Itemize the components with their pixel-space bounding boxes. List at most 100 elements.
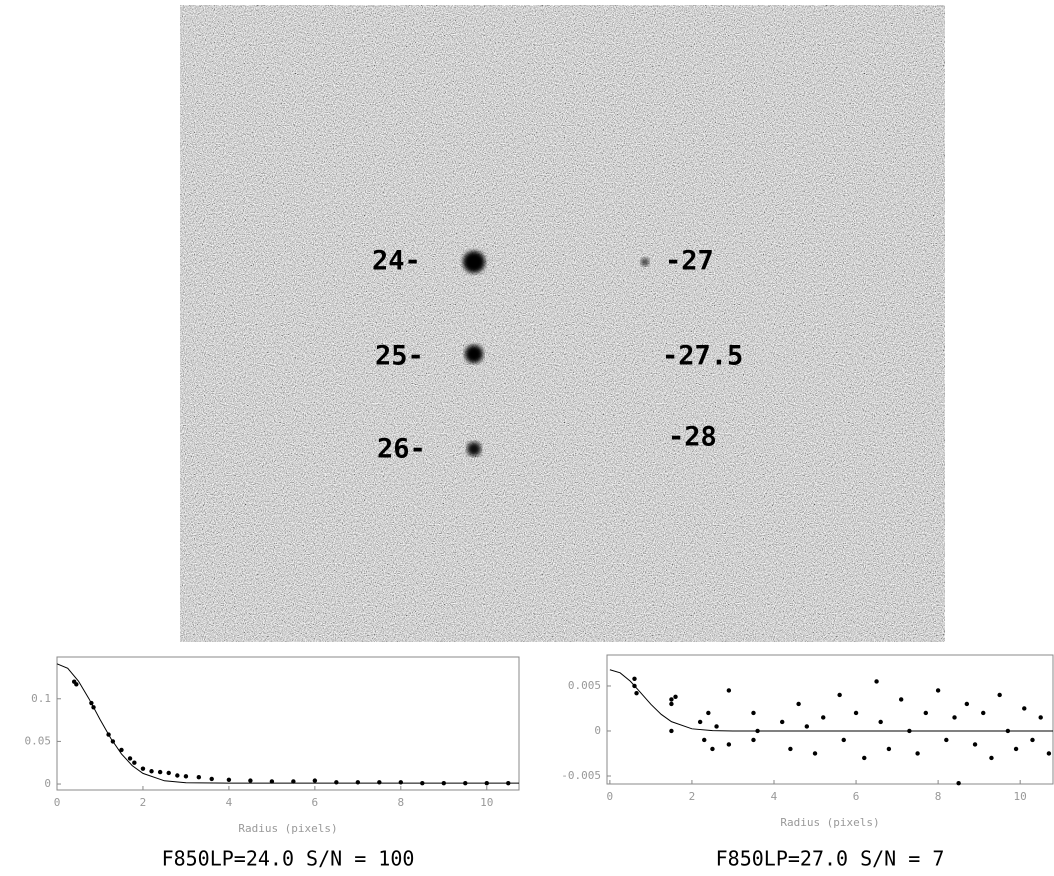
data-point xyxy=(1030,737,1035,743)
y-tick-label: 0.1 xyxy=(31,692,51,705)
data-point xyxy=(710,746,715,752)
data-point xyxy=(779,719,785,725)
data-point xyxy=(702,737,707,743)
data-point xyxy=(714,724,719,729)
data-point xyxy=(697,719,703,725)
data-point xyxy=(886,746,892,752)
x-tick-label: 10 xyxy=(480,796,493,809)
data-point xyxy=(706,710,711,716)
data-point xyxy=(632,676,637,681)
data-point xyxy=(944,737,949,743)
x-axis-label: Radius (pixels) xyxy=(780,816,879,829)
data-point xyxy=(898,697,904,702)
data-point xyxy=(751,737,756,743)
data-point xyxy=(997,692,1002,698)
data-point xyxy=(964,701,970,707)
caption: F850LP=24.0 S/N = 100 xyxy=(162,847,415,871)
magnitude-label: 25- xyxy=(375,341,424,372)
data-point xyxy=(377,780,382,785)
magnitude-label: -27 xyxy=(665,246,714,277)
data-point xyxy=(812,751,818,756)
data-point xyxy=(398,780,404,785)
y-tick-label: -0.005 xyxy=(561,769,601,782)
data-point xyxy=(74,682,79,687)
data-point xyxy=(874,679,879,684)
image-noise xyxy=(180,5,945,642)
source-blob xyxy=(465,345,483,363)
data-point xyxy=(841,737,846,743)
data-point xyxy=(334,780,339,785)
fit-curve xyxy=(609,669,1053,732)
y-tick-label: 0 xyxy=(594,724,601,737)
source-blob xyxy=(641,258,649,266)
x-tick-label: 4 xyxy=(226,796,233,809)
x-tick-label: 0 xyxy=(54,796,61,809)
data-point xyxy=(853,710,859,716)
noise-image: 24- 25- 26- -27 -27.5 -28 xyxy=(180,5,945,642)
caption: F850LP=27.0 S/N = 7 xyxy=(716,847,945,871)
data-point xyxy=(796,701,801,707)
x-tick-label: 4 xyxy=(771,790,778,803)
x-tick-label: 8 xyxy=(935,790,942,803)
plot: 0 0.05 0.1 0 2 4 6 8 10 Radius (pixels) F850LP=24.… xyxy=(25,656,520,871)
data-point xyxy=(1022,706,1027,711)
data-point xyxy=(183,774,189,779)
x-tick-label: 0 xyxy=(607,790,614,803)
magnitude-label: 26- xyxy=(377,434,426,465)
data-point xyxy=(878,719,883,725)
y-tick-label: 0.005 xyxy=(568,679,601,692)
data-point xyxy=(788,746,793,752)
data-point xyxy=(751,710,756,716)
data-point xyxy=(209,776,214,782)
x-tick-label: 10 xyxy=(1014,790,1027,803)
data-point xyxy=(269,779,275,784)
data-point xyxy=(669,697,674,702)
data-point xyxy=(634,690,639,696)
data-point xyxy=(140,766,146,771)
y-tick-label: 0 xyxy=(44,777,51,790)
x-tick-label: 6 xyxy=(312,796,319,809)
data-point xyxy=(837,692,842,698)
data-point xyxy=(175,773,180,778)
data-point xyxy=(1013,746,1019,752)
data-point xyxy=(119,747,124,753)
data-point xyxy=(157,769,163,775)
data-point xyxy=(196,775,202,780)
plot-frame xyxy=(56,656,520,791)
data-point xyxy=(726,688,732,693)
data-point xyxy=(291,779,296,784)
data-point xyxy=(127,756,133,761)
plot-frame xyxy=(606,654,1054,785)
x-axis-label: Radius (pixels) xyxy=(238,822,337,835)
data-point xyxy=(923,710,929,716)
magnitude-label: -27.5 xyxy=(662,341,743,372)
data-point xyxy=(956,780,961,786)
data-point xyxy=(132,760,137,765)
data-point xyxy=(821,715,826,720)
data-point xyxy=(669,701,674,707)
fit-curve xyxy=(56,663,519,784)
data-point xyxy=(355,780,361,785)
data-point xyxy=(862,755,867,761)
data-point xyxy=(915,751,920,756)
data-point xyxy=(935,688,941,693)
magnitude-label: 24- xyxy=(372,246,421,277)
x-tick-label: 6 xyxy=(853,790,860,803)
data-point xyxy=(149,769,154,774)
plot: 0.005 0 -0.005 0 2 4 6 8 10 Radius (pixels) F850LP… xyxy=(561,654,1054,871)
data-point xyxy=(981,710,986,716)
data-point xyxy=(226,777,232,782)
source-blob xyxy=(467,442,481,456)
data-point xyxy=(312,778,318,783)
data-point xyxy=(673,694,678,699)
data-point xyxy=(804,724,810,729)
data-point xyxy=(989,755,994,761)
x-tick-label: 8 xyxy=(398,796,405,809)
source-blob xyxy=(463,251,485,273)
data-point xyxy=(972,742,978,747)
data-point xyxy=(669,728,674,734)
data-point xyxy=(726,742,732,747)
x-tick-label: 2 xyxy=(140,796,147,809)
data-point xyxy=(166,770,171,776)
